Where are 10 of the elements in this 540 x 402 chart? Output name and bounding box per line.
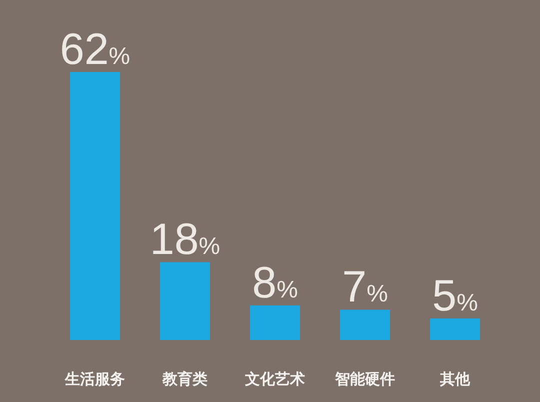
x-tick-label: 智能硬件 [334,370,395,388]
x-tick-label: 教育类 [162,370,208,388]
data-label: 8% [252,258,298,308]
data-label: 7% [342,262,388,312]
x-tick-label: 文化艺术 [244,370,305,388]
data-label: 18% [150,215,220,264]
x-tick-label: 生活服务 [64,370,125,388]
data-label: 62% [60,25,130,74]
data-label: 5% [432,271,478,320]
x-tick-label: 其他 [439,370,471,388]
